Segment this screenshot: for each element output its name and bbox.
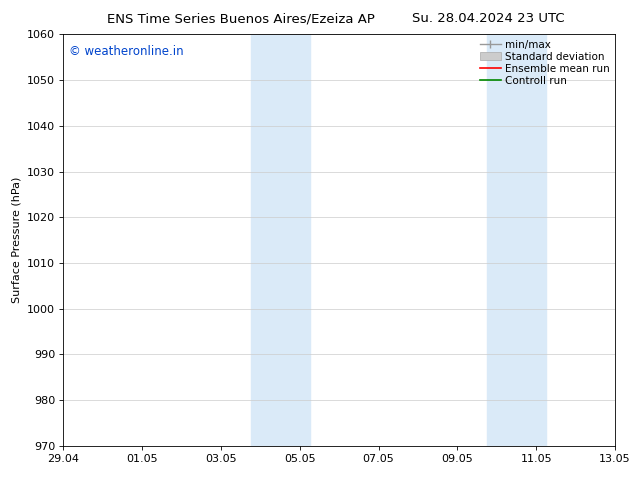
Text: ENS Time Series Buenos Aires/Ezeiza AP: ENS Time Series Buenos Aires/Ezeiza AP bbox=[107, 12, 375, 25]
Bar bbox=[487, 34, 546, 446]
Text: Su. 28.04.2024 23 UTC: Su. 28.04.2024 23 UTC bbox=[412, 12, 564, 25]
Y-axis label: Surface Pressure (hPa): Surface Pressure (hPa) bbox=[11, 177, 22, 303]
Text: © weatheronline.in: © weatheronline.in bbox=[69, 45, 183, 58]
Bar bbox=[250, 34, 309, 446]
Legend: min/max, Standard deviation, Ensemble mean run, Controll run: min/max, Standard deviation, Ensemble me… bbox=[480, 40, 610, 86]
